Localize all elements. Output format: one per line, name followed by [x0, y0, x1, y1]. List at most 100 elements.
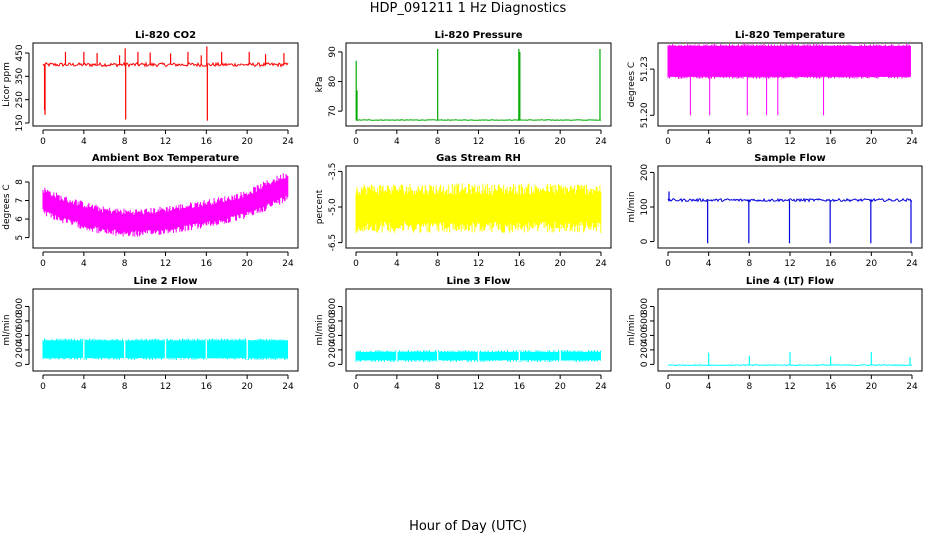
y-tick-label: 250: [15, 91, 25, 108]
y-tick-label: 600: [15, 312, 25, 329]
y-tick-label: 6: [15, 216, 25, 222]
y-tick-label: 8: [15, 179, 25, 185]
series-band: [42, 173, 289, 237]
y-tick-label: 100: [640, 198, 650, 215]
x-tick-label: 0: [665, 382, 671, 392]
y-axis-label: degrees C: [627, 62, 637, 107]
y-tick-label: 200: [15, 341, 25, 358]
x-tick-label: 8: [435, 137, 441, 147]
y-tick-label: 51.23: [640, 56, 650, 82]
x-tick-label: 4: [81, 259, 87, 269]
series-band: [355, 183, 602, 233]
x-tick-label: 16: [825, 137, 837, 147]
x-tick-label: 20: [866, 382, 878, 392]
x-tick-label: 16: [201, 382, 213, 392]
x-tick-label: 24: [595, 137, 607, 147]
y-tick-label: 450: [15, 44, 25, 61]
data-series: [667, 191, 913, 244]
x-tick-label: 12: [784, 137, 795, 147]
x-tick-label: 16: [201, 137, 213, 147]
data-series: [42, 173, 289, 237]
y-tick-label: 800: [15, 298, 25, 315]
x-tick-label: 4: [81, 382, 87, 392]
y-axis: 150 250 350 450: [15, 44, 30, 132]
x-tick-label: 12: [160, 259, 171, 269]
x-tick-label: 20: [554, 382, 566, 392]
x-tick-label: 24: [906, 382, 918, 392]
x-tick-label: 20: [241, 137, 253, 147]
y-axis: 5 6 7 8: [15, 179, 30, 241]
x-tick-label: 24: [282, 137, 294, 147]
x-tick-label: 20: [866, 137, 878, 147]
y-axis: 0 100 200: [640, 164, 655, 244]
x-axis: 0 4 8 12 16 20 24: [353, 129, 607, 147]
y-tick-label: 5: [15, 235, 25, 241]
series-band-edge: [667, 44, 910, 79]
x-tick-label: 8: [435, 382, 441, 392]
x-tick-label: 16: [201, 259, 213, 269]
panel-6: Line 2 Flow 0 4 8 12 16 20 24 0 200400600800ml/mi…: [2, 276, 299, 392]
panel-4: Gas Stream RH 0 4 8 12 16 20 24 -6.5 -5.0 -3.5perc…: [315, 153, 612, 269]
x-axis: 0 4 8 12 16 20 24: [353, 374, 607, 392]
y-tick-label: 0: [15, 361, 25, 367]
x-tick-label: 0: [353, 382, 359, 392]
x-tick-label: 16: [825, 259, 837, 269]
y-axis-label: percent: [315, 189, 325, 224]
x-tick-label: 12: [473, 259, 484, 269]
y-tick-label: 200: [328, 341, 338, 358]
x-tick-label: 16: [514, 137, 526, 147]
figure-xlabel: Hour of Day (UTC): [409, 519, 527, 534]
x-tick-label: 24: [906, 137, 918, 147]
panel-title: Li-820 CO2: [135, 30, 196, 41]
x-axis: 0 4 8 12 16 20 24: [40, 374, 294, 392]
x-tick-label: 0: [40, 137, 46, 147]
x-tick-label: 4: [394, 259, 400, 269]
panel-frame: [657, 42, 923, 127]
y-tick-label: 800: [640, 298, 650, 315]
data-series: [667, 352, 913, 367]
y-axis-label: ml/min: [627, 191, 637, 222]
y-tick-label: 200: [640, 164, 650, 181]
panel-frame: [345, 288, 612, 372]
x-tick-label: 24: [906, 259, 918, 269]
panel-7: Line 3 Flow 0 4 8 12 16 20 24 0 200400600800ml/mi…: [315, 276, 612, 392]
y-axis-label: degrees C: [2, 184, 12, 229]
x-tick-label: 4: [394, 382, 400, 392]
y-axis: -6.5 -5.0 -3.5: [328, 163, 343, 251]
x-tick-label: 24: [282, 382, 294, 392]
x-tick-label: 20: [241, 382, 253, 392]
y-tick-label: 70: [328, 105, 338, 117]
panel-2: Li-820 Temperature 0 4 8 12 16 20 24 51.20 51.23d…: [627, 30, 923, 147]
panel-title: Sample Flow: [754, 153, 826, 164]
x-tick-label: 24: [282, 259, 294, 269]
x-tick-label: 0: [40, 259, 46, 269]
panel-1: Li-820 Pressure 0 4 8 12 16 20 24 70 80 90 kPa: [315, 30, 612, 147]
y-tick-label: 200: [640, 341, 650, 358]
panel-title: Line 4 (LT) Flow: [746, 276, 834, 287]
x-tick-label: 4: [706, 137, 712, 147]
panel-frame: [345, 42, 612, 127]
x-tick-label: 0: [353, 259, 359, 269]
y-tick-label: 400: [328, 327, 338, 344]
x-tick-label: 20: [554, 137, 566, 147]
y-tick-label: 0: [328, 361, 338, 367]
x-tick-label: 20: [866, 259, 878, 269]
panel-frame: [32, 165, 299, 249]
y-tick-label: 350: [15, 67, 25, 84]
x-tick-label: 4: [706, 382, 712, 392]
y-axis-label: ml/min: [627, 314, 637, 345]
x-tick-label: 12: [784, 382, 795, 392]
x-tick-label: 8: [746, 137, 752, 147]
x-axis: 0 4 8 12 16 20 24: [353, 251, 607, 269]
x-tick-label: 4: [81, 137, 87, 147]
x-tick-label: 12: [160, 382, 171, 392]
panel-frame: [657, 165, 923, 249]
y-axis: 70 80 90: [328, 46, 343, 117]
y-tick-label: 400: [15, 327, 25, 344]
